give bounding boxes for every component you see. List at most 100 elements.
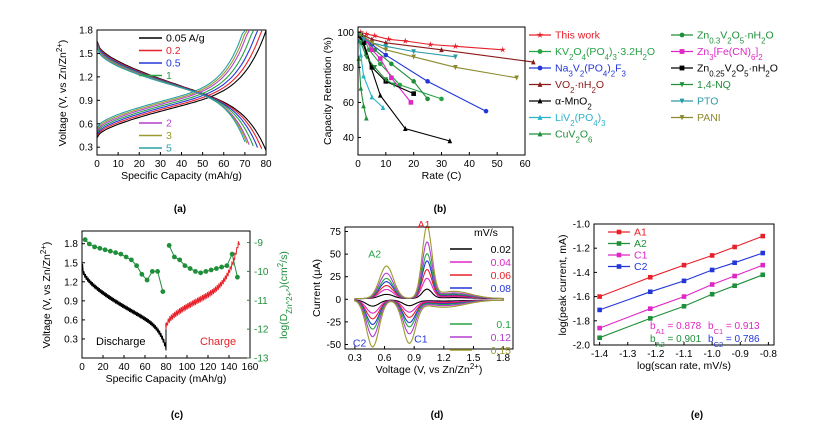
b-data-point	[411, 91, 416, 96]
panel-a-ytick-label: 1.8	[79, 26, 93, 37]
b-legend-marker	[537, 131, 543, 137]
e-data-point	[681, 278, 687, 284]
c-diffusion-point	[208, 267, 214, 273]
c-annotation-charge: Charge	[200, 336, 236, 348]
c-diffusion-point	[187, 266, 193, 271]
b-data-point	[361, 36, 366, 43]
c-diffusion-point	[198, 270, 204, 276]
e-data-point	[732, 244, 737, 250]
e-data-point	[760, 272, 766, 278]
b-data-point	[361, 73, 366, 79]
e-data-point	[732, 260, 737, 266]
panel-e-xtick-label: -1.3	[619, 349, 637, 360]
b-data-point	[439, 96, 444, 102]
c-diffusion-point	[172, 254, 177, 260]
b-data-point	[411, 79, 416, 84]
panel-c-ytick-label: 1.5	[64, 258, 78, 269]
a-ylabel: Voltage (V, vs Zn/Zn2+)	[55, 40, 70, 147]
b-data-point	[372, 65, 377, 71]
b-series-line	[358, 58, 367, 119]
c-diffusion-point	[203, 269, 209, 274]
panel-b-ytick-label: 100	[337, 28, 354, 39]
c-panel-label: (c)	[171, 410, 183, 421]
e-b-value: bC2 = 0.786	[708, 334, 760, 349]
c-diffusion-point	[118, 251, 124, 257]
panel-b-xtick-label: 10	[380, 159, 392, 170]
panel-d-xtick-label: 1.8	[496, 353, 510, 364]
panel-a-ytick-label: 1.5	[79, 49, 93, 60]
b-legend-marker	[679, 98, 685, 104]
b-data-point	[358, 31, 364, 37]
d-legend-label: 0.12	[491, 332, 512, 344]
d-xlabel: Voltage (V, vs Zn/Zn2+)	[376, 362, 483, 377]
panel-c-ytick-label: 1.2	[64, 277, 78, 288]
b-legend-label: This work	[555, 30, 601, 42]
a-charge-curve-02	[96, 30, 263, 137]
panel-e-xtick-label: -0.9	[732, 349, 750, 360]
c-diffusion-point	[144, 277, 150, 283]
c-diffusion-point	[224, 263, 230, 269]
b-legend-marker	[537, 81, 543, 87]
panel-c-xtick-label: 140	[221, 362, 238, 373]
b-legend-marker	[679, 32, 685, 38]
panel-a-ytick-label: 0.3	[79, 143, 93, 154]
panel-c-y2tick-label: -9	[254, 238, 263, 249]
c-diffusion-point	[235, 274, 240, 280]
panel-c-ytick-label: 0.3	[64, 334, 78, 345]
b-series-line	[360, 31, 503, 51]
b-legend-label: Zn0.25V2O5·nH2O	[697, 63, 778, 79]
panel-c-ytick-label: 0.9	[64, 296, 78, 307]
e-fit-line	[599, 264, 763, 329]
b-data-point	[453, 65, 458, 71]
b-legend-marker	[679, 49, 685, 54]
d-peak-label-a2: A2	[368, 249, 381, 261]
e-data-point	[597, 335, 602, 341]
b-data-point	[383, 47, 389, 53]
panel-d-ytick-label: 25	[330, 272, 342, 283]
a-charge-curve-2	[96, 30, 250, 132]
b-legend-label: 1,4-NQ	[697, 79, 731, 91]
a-charge-curve-3	[96, 30, 248, 131]
c-diffusion-point	[219, 264, 225, 270]
b-data-point	[369, 94, 375, 100]
a-legend-label: 0.2	[166, 45, 181, 57]
b-data-point	[453, 54, 458, 60]
b-legend-marker	[537, 49, 543, 54]
a-charge-curve-5	[96, 30, 246, 129]
c-diffusion-point	[92, 244, 97, 250]
b-data-point	[380, 104, 386, 110]
panel-d-xtick-label: 0.3	[348, 353, 362, 364]
panel-c-xtick-label: 60	[139, 362, 151, 373]
panel-d-xtick-label: 0.9	[407, 353, 421, 364]
e-legend-label: C1	[634, 250, 648, 262]
b-legend-label: PTO	[697, 96, 718, 108]
panel-c-xtick-label: 20	[97, 362, 109, 373]
e-data-point	[647, 306, 653, 311]
b-data-point	[402, 37, 409, 44]
c-diffusion-point	[134, 263, 140, 269]
b-xlabel: Rate (C)	[422, 170, 462, 182]
b-data-point	[452, 42, 459, 50]
c-diffusion-point	[97, 245, 103, 251]
panel-d-frame	[344, 226, 514, 350]
panel-a-ytick-label: 0.9	[79, 96, 93, 107]
d-legend-label: 0.08	[491, 283, 512, 295]
b-legend-label: CuV2O6	[555, 129, 593, 145]
e-data-point	[709, 282, 715, 287]
panel-a-xtick-label: 0	[94, 159, 100, 170]
b-data-point	[371, 32, 378, 39]
e-data-point	[732, 283, 737, 289]
c-diffusion-point	[139, 271, 145, 277]
e-legend-marker	[616, 252, 622, 258]
e-data-point	[647, 274, 653, 280]
d-cv-curve	[354, 225, 504, 348]
panel-b-xtick-label: 30	[436, 159, 448, 170]
panel-b-xtick-label: 0	[355, 159, 361, 170]
b-data-point	[361, 40, 366, 46]
b-legend-label: KV2O4(PO4)3·3.2H2O	[555, 46, 655, 62]
panel-c-ytick-label: 0.6	[64, 315, 78, 326]
panel-c-ytick-label: 1.8	[64, 239, 78, 250]
panel-b-ytick-label: 40	[343, 133, 355, 144]
e-fit-line	[599, 252, 763, 311]
b-data-point	[439, 46, 444, 53]
